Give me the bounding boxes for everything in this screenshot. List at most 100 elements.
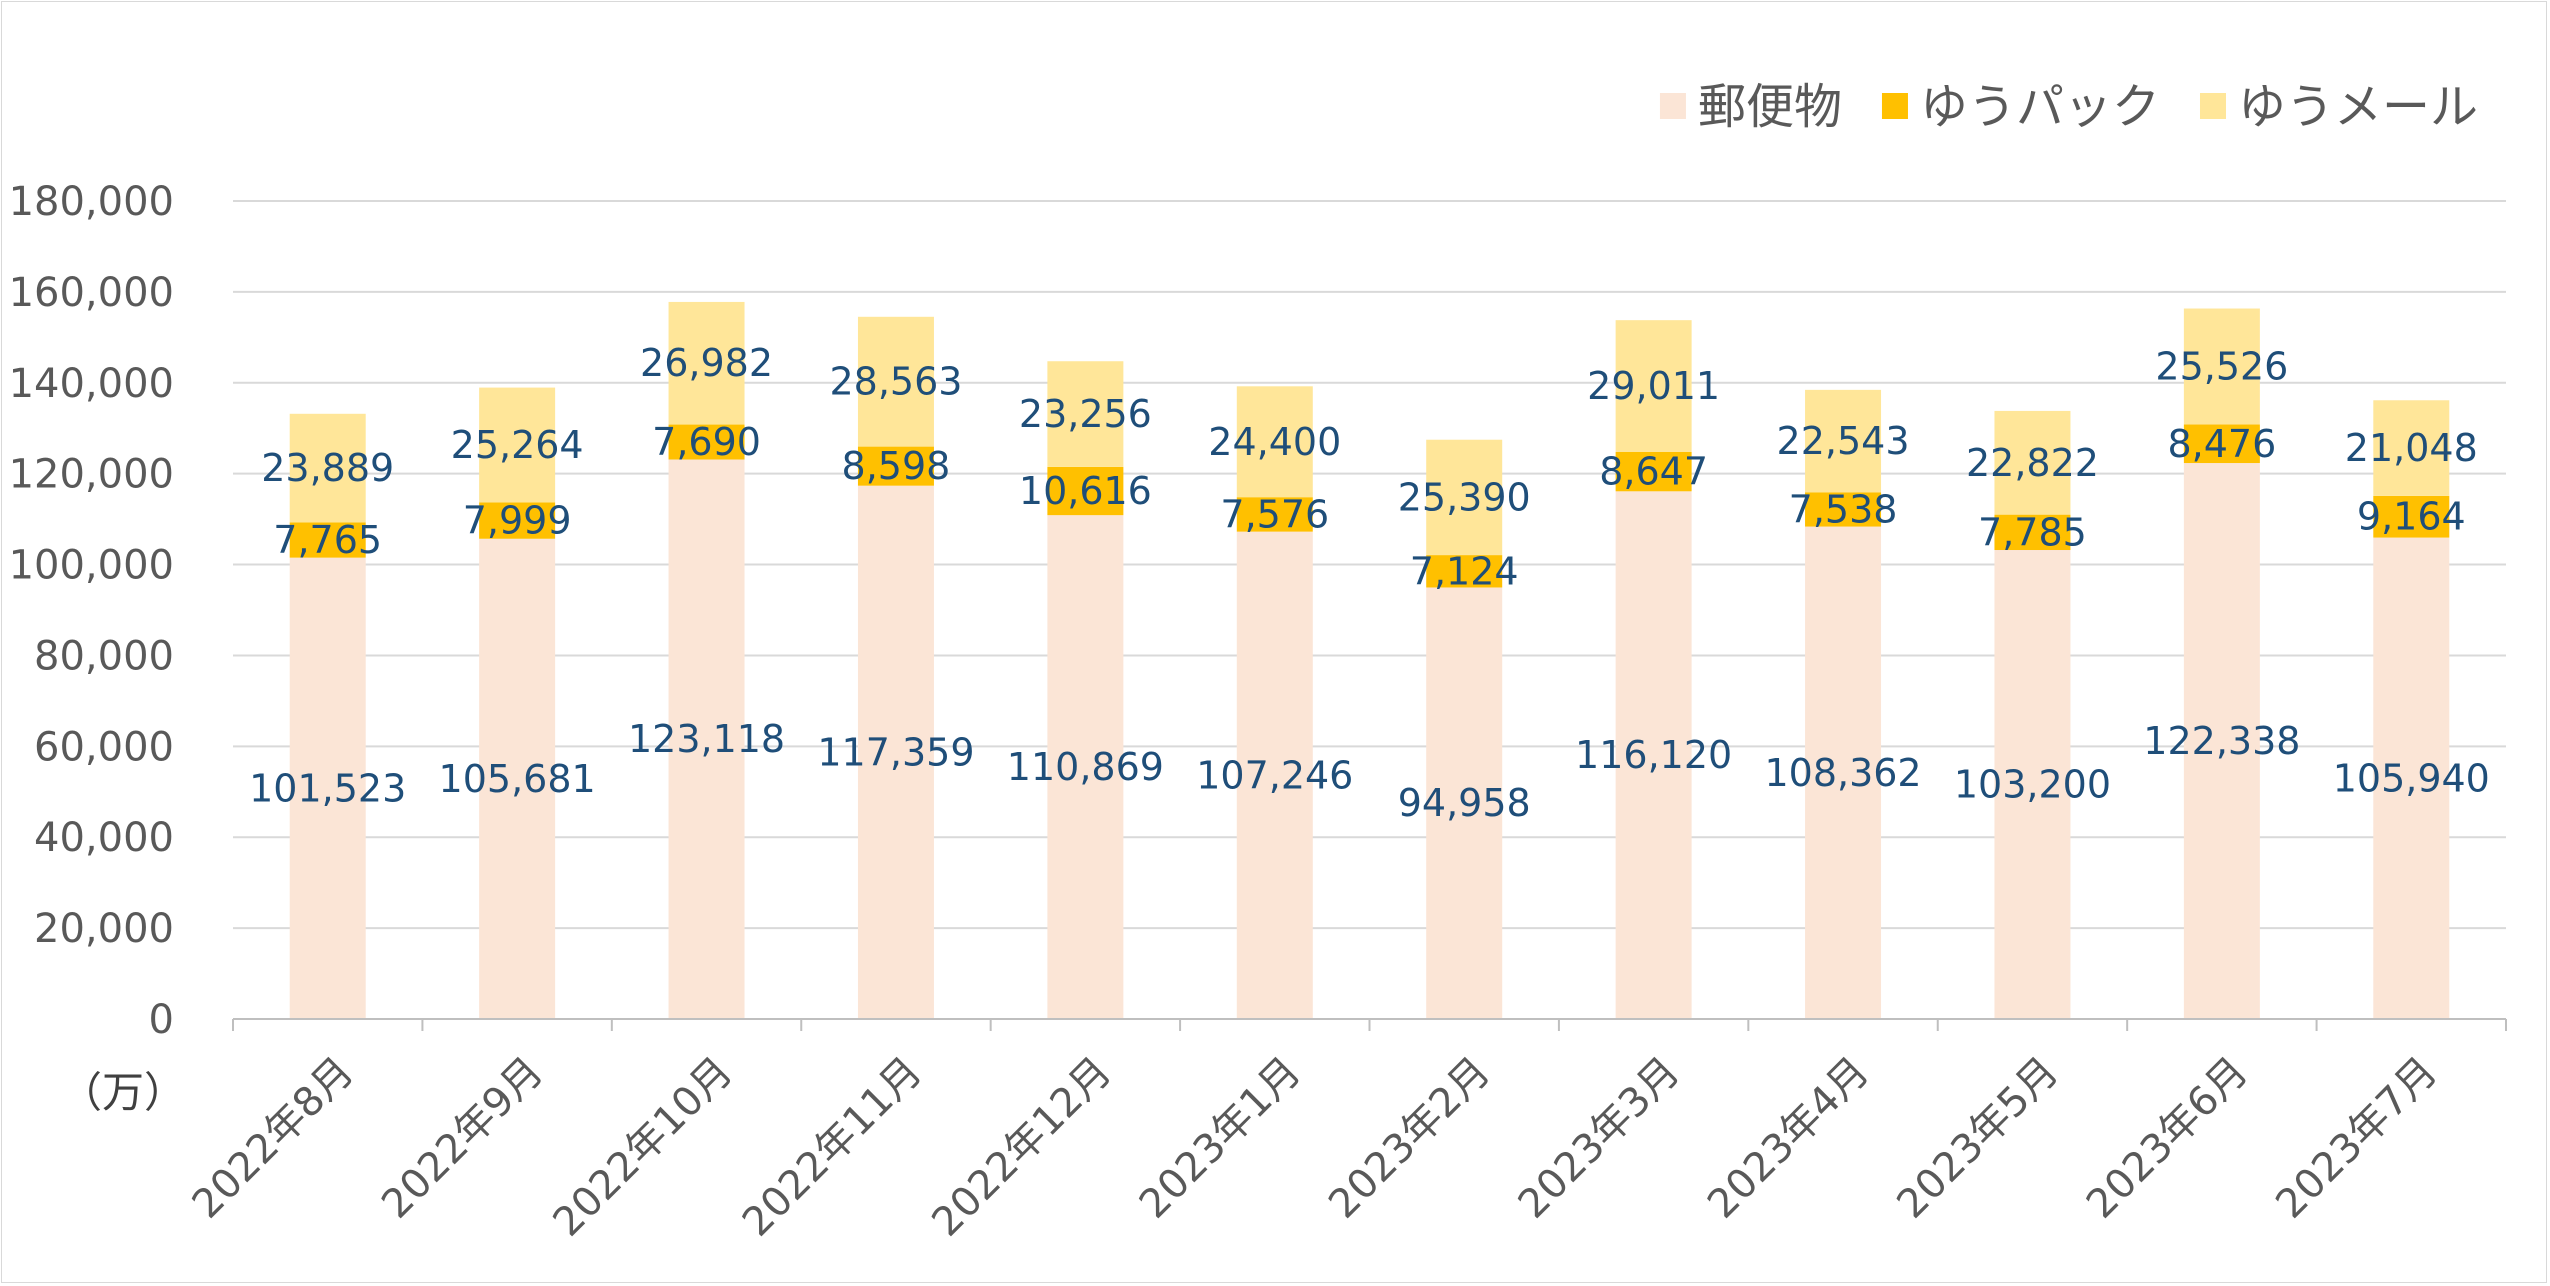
data-label: 7,576 [1220,492,1329,536]
bar-segment [857,485,934,1019]
bar-segment [2183,463,2260,1019]
bar-segment [1615,320,1692,453]
legend-swatch [1881,93,1908,119]
y-tick-label: 20,000 [34,906,174,952]
y-tick-label: 60,000 [34,724,174,770]
bar-segment [2373,495,2450,538]
bars [289,301,2450,1020]
bar-segment [1426,587,1503,1019]
x-tick-label: 2022年9月 [373,1049,552,1228]
data-label: 23,256 [1019,392,1152,436]
data-label: 29,011 [1587,364,1720,408]
data-label: 25,390 [1398,475,1531,519]
bar-segment [1805,526,1882,1019]
data-label: 22,543 [1777,419,1910,463]
data-label: 94,958 [1398,781,1531,825]
bar-segment [1236,531,1313,1019]
bar-segment [1047,515,1124,1019]
gridlines [233,200,2506,930]
data-label: 7,690 [652,420,761,464]
y-tick-label: 180,000 [9,179,174,225]
bar-segment [1426,555,1503,588]
data-label: 25,264 [451,423,584,467]
bar-segment [668,301,745,425]
legend-label: ゆうパック [1920,79,2160,135]
legend: 郵便物 ゆうパック ゆうメール [1659,79,2478,135]
data-label: 110,869 [1007,745,1164,789]
data-label: 101,523 [249,766,406,810]
bar-segment [1615,491,1692,1020]
x-tick-label: 2023年5月 [1888,1049,2067,1228]
data-label: 22,822 [1966,441,2099,485]
bar-segment [1994,550,2071,1019]
data-label: 7,999 [463,499,572,543]
data-label: 122,338 [2143,719,2300,763]
bar-segment [1047,466,1124,516]
bar-segment [2373,537,2450,1019]
bar-segment [668,459,745,1020]
data-label: 7,785 [1978,510,2087,554]
y-axis: 0 20,000 40,000 60,000 80,000 100,000 120,000 1… [9,179,174,1043]
data-label: 7,538 [1789,487,1898,531]
data-label: 105,681 [439,757,596,801]
bar-segment [1994,514,2071,551]
bar-segment [1047,361,1124,467]
data-label: 21,048 [2345,426,2478,470]
bar-segment [289,557,366,1019]
bar-segment [479,538,556,1019]
data-label: 108,362 [1764,751,1921,795]
bar-segment [289,522,366,558]
data-label: 123,118 [628,717,785,761]
data-label: 7,765 [273,518,382,562]
legend-swatch [2199,93,2226,119]
bar-segment [1994,410,2071,515]
data-label: 10,616 [1019,469,1152,513]
legend-swatch [1659,93,1686,119]
x-tick-label: 2023年2月 [1320,1049,1499,1228]
bar-segment [289,413,366,523]
y-tick-label: 140,000 [9,361,174,407]
bar-segment [479,387,556,503]
data-label: 116,120 [1575,733,1732,777]
x-tick-label: 2023年6月 [2078,1049,2257,1228]
data-label: 103,200 [1954,763,2111,807]
bar-segment [1426,439,1503,556]
bar-segment [1236,386,1313,498]
legend-label: 郵便物 [1698,79,1842,135]
data-label: 24,400 [1208,420,1341,464]
bar-segment [857,316,934,447]
data-label: 9,164 [2357,495,2466,539]
x-tick-label: 2022年12月 [923,1049,1120,1246]
x-tick-label: 2022年10月 [545,1049,742,1246]
x-tick-label: 2023年4月 [1699,1049,1878,1228]
bar-segment [2373,400,2450,496]
data-label: 107,246 [1196,753,1353,797]
y-tick-label: 120,000 [9,452,174,498]
bar-segment [1615,452,1692,492]
y-tick-label: 160,000 [9,270,174,316]
y-tick-label: 0 [149,997,174,1043]
bar-segment [2183,424,2260,464]
y-tick-label: 80,000 [34,633,174,679]
bar-segment [668,424,745,460]
bar-segment [1805,492,1882,527]
data-label: 8,598 [842,444,951,488]
data-labels: 101,523 7,765 23,889 105,681 7,999 25,264 123,… [249,341,2490,825]
y-tick-label: 100,000 [9,543,174,589]
x-tick-label: 2023年3月 [1510,1049,1689,1228]
unit-label: （万） [60,1068,186,1117]
data-label: 28,563 [829,360,962,404]
bar-segment [2183,308,2260,425]
bar-segment [857,446,934,486]
data-label: 8,647 [1599,450,1708,494]
data-label: 25,526 [2155,345,2288,389]
data-label: 23,889 [261,446,394,490]
bar-segment [1805,389,1882,493]
data-label: 7,124 [1410,549,1519,593]
x-tick-label: 2023年1月 [1131,1049,1310,1228]
x-tick-label: 2022年8月 [184,1049,363,1228]
data-label: 26,982 [640,341,773,385]
